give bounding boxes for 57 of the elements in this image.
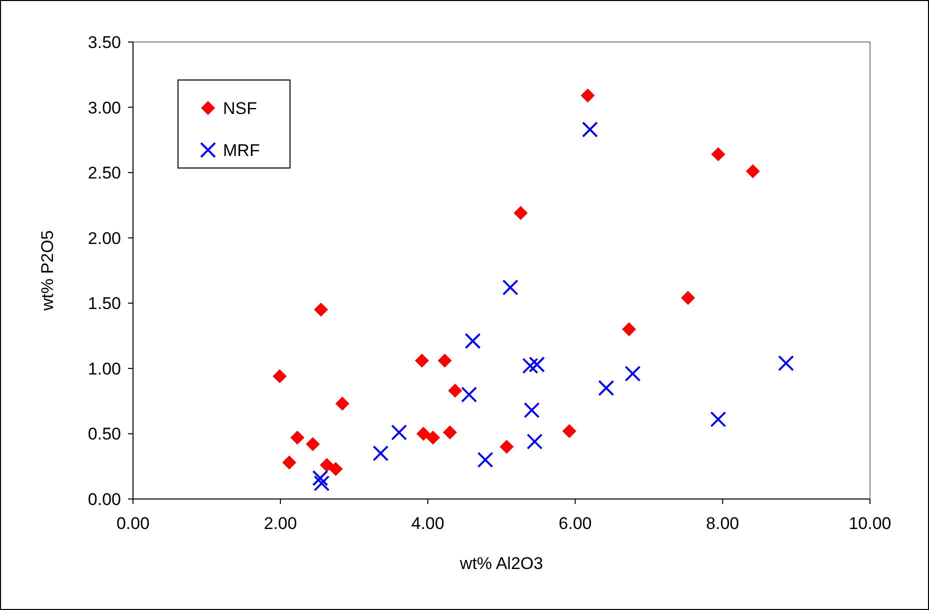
x-axis-title: wt% Al2O3 bbox=[458, 554, 544, 573]
point bbox=[528, 356, 545, 373]
point bbox=[306, 437, 320, 452]
y-tick-label: 2.50 bbox=[88, 164, 121, 183]
point bbox=[442, 425, 457, 440]
x-tick-label: 8.00 bbox=[706, 514, 740, 533]
point bbox=[391, 424, 408, 440]
point bbox=[328, 462, 343, 476]
point bbox=[562, 424, 576, 438]
point bbox=[282, 455, 296, 470]
x-tick-label: 6.00 bbox=[558, 514, 592, 533]
point bbox=[320, 458, 334, 472]
point bbox=[426, 430, 440, 445]
x-tick-label: 0.00 bbox=[116, 514, 150, 533]
point bbox=[582, 121, 598, 138]
legend-label: MRF bbox=[223, 141, 260, 160]
point bbox=[624, 366, 641, 382]
point bbox=[524, 402, 540, 418]
point bbox=[312, 470, 328, 486]
point bbox=[526, 434, 543, 450]
y-tick-label: 1.50 bbox=[88, 294, 121, 314]
point bbox=[416, 426, 430, 441]
point bbox=[680, 290, 695, 305]
point bbox=[372, 445, 389, 462]
point bbox=[580, 88, 595, 103]
point bbox=[514, 206, 528, 220]
point bbox=[314, 475, 330, 492]
point bbox=[448, 384, 462, 398]
point bbox=[335, 396, 350, 411]
point bbox=[272, 369, 287, 384]
point bbox=[461, 386, 478, 403]
point bbox=[502, 279, 518, 296]
point bbox=[778, 355, 794, 372]
point bbox=[290, 430, 304, 445]
y-tick-label: 3.50 bbox=[88, 33, 121, 52]
x-tick-label: 10.00 bbox=[848, 514, 892, 533]
point bbox=[438, 354, 452, 368]
point bbox=[414, 354, 429, 368]
point bbox=[598, 380, 614, 396]
x-tick-label: 4.00 bbox=[411, 514, 444, 533]
point bbox=[314, 302, 328, 317]
y-tick-label: 2.00 bbox=[88, 228, 121, 248]
point bbox=[710, 411, 726, 428]
point bbox=[711, 147, 726, 162]
point bbox=[746, 164, 760, 178]
y-tick-label: 1.00 bbox=[88, 359, 121, 378]
point bbox=[500, 440, 514, 454]
y-tick-label: 0.00 bbox=[88, 490, 121, 509]
point bbox=[477, 452, 494, 468]
y-axis-title: wt% P2O5 bbox=[38, 230, 57, 312]
point bbox=[464, 333, 481, 350]
y-tick-label: 0.50 bbox=[88, 424, 121, 444]
y-tick-label: 3.00 bbox=[88, 98, 121, 118]
point bbox=[622, 322, 636, 336]
legend-label: NSF bbox=[223, 99, 257, 118]
x-tick-label: 2.00 bbox=[264, 514, 297, 533]
point bbox=[522, 358, 538, 374]
